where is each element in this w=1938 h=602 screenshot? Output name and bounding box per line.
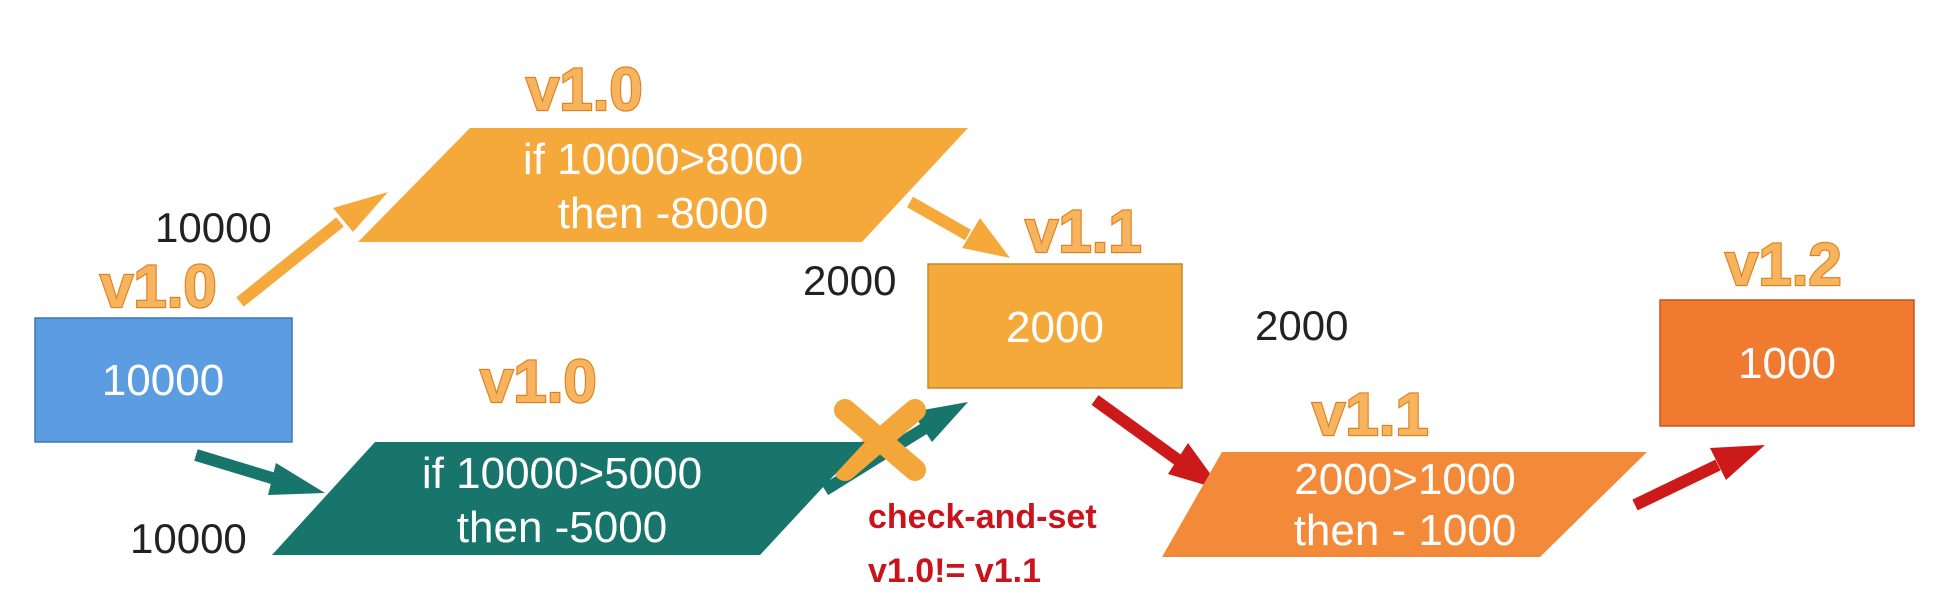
top-condition: if 10000>8000 — [523, 135, 803, 184]
mid-box-value: 2000 — [1006, 303, 1104, 352]
update-action: then - 1000 — [1294, 506, 1517, 555]
bottom-version-label: v1.0 — [480, 348, 597, 415]
final-version-label: v1.2 — [1725, 231, 1842, 298]
update-input-value: 2000 — [1255, 302, 1348, 349]
bottom-condition: if 10000>5000 — [422, 449, 702, 498]
top-transaction: if 10000>8000 then -8000 v1.0 10000 — [155, 55, 968, 251]
update-parallelogram — [1162, 452, 1647, 557]
check-and-set-line2: v1.0!= v1.1 — [868, 552, 1041, 590]
top-action: then -8000 — [558, 189, 768, 238]
update-condition: 2000>1000 — [1294, 455, 1515, 504]
top-version-label: v1.0 — [526, 56, 643, 123]
second-update-transaction: 2000>1000 then - 1000 v1.1 2000 — [1162, 302, 1647, 557]
final-box-value: 1000 — [1738, 339, 1836, 388]
bottom-parallelogram — [272, 442, 865, 555]
arrow-start-to-top — [236, 192, 388, 307]
bottom-input-value: 10000 — [130, 515, 247, 562]
bottom-transaction: if 10000>5000 then -5000 v1.0 10000 — [130, 347, 865, 562]
arrow-start-to-bottom — [194, 449, 325, 495]
top-parallelogram — [358, 128, 968, 242]
arrow-mid-to-update — [1091, 395, 1222, 490]
top-input-value: 10000 — [155, 204, 272, 251]
start-version-label: v1.0 — [100, 253, 217, 320]
reject-cross-icon — [834, 399, 926, 481]
mid-version-label: v1.1 — [1025, 198, 1142, 265]
arrow-top-to-mid — [907, 196, 1010, 258]
mid-input-value: 2000 — [803, 257, 896, 304]
update-version-label: v1.1 — [1312, 381, 1429, 448]
check-and-set-line1: check-and-set — [868, 498, 1097, 536]
final-node: 1000 v1.2 — [1659, 230, 1915, 427]
start-node: 10000 v1.0 — [34, 252, 293, 443]
check-and-set-note: check-and-set v1.0!= v1.1 — [868, 498, 1097, 590]
final-box — [1659, 299, 1915, 427]
mid-node: 2000 v1.1 2000 — [803, 197, 1183, 389]
bottom-action: then -5000 — [457, 503, 667, 552]
start-box-value: 10000 — [102, 356, 224, 405]
start-box — [34, 317, 293, 443]
arrow-update-to-final — [1632, 445, 1765, 511]
mid-box — [927, 263, 1183, 389]
